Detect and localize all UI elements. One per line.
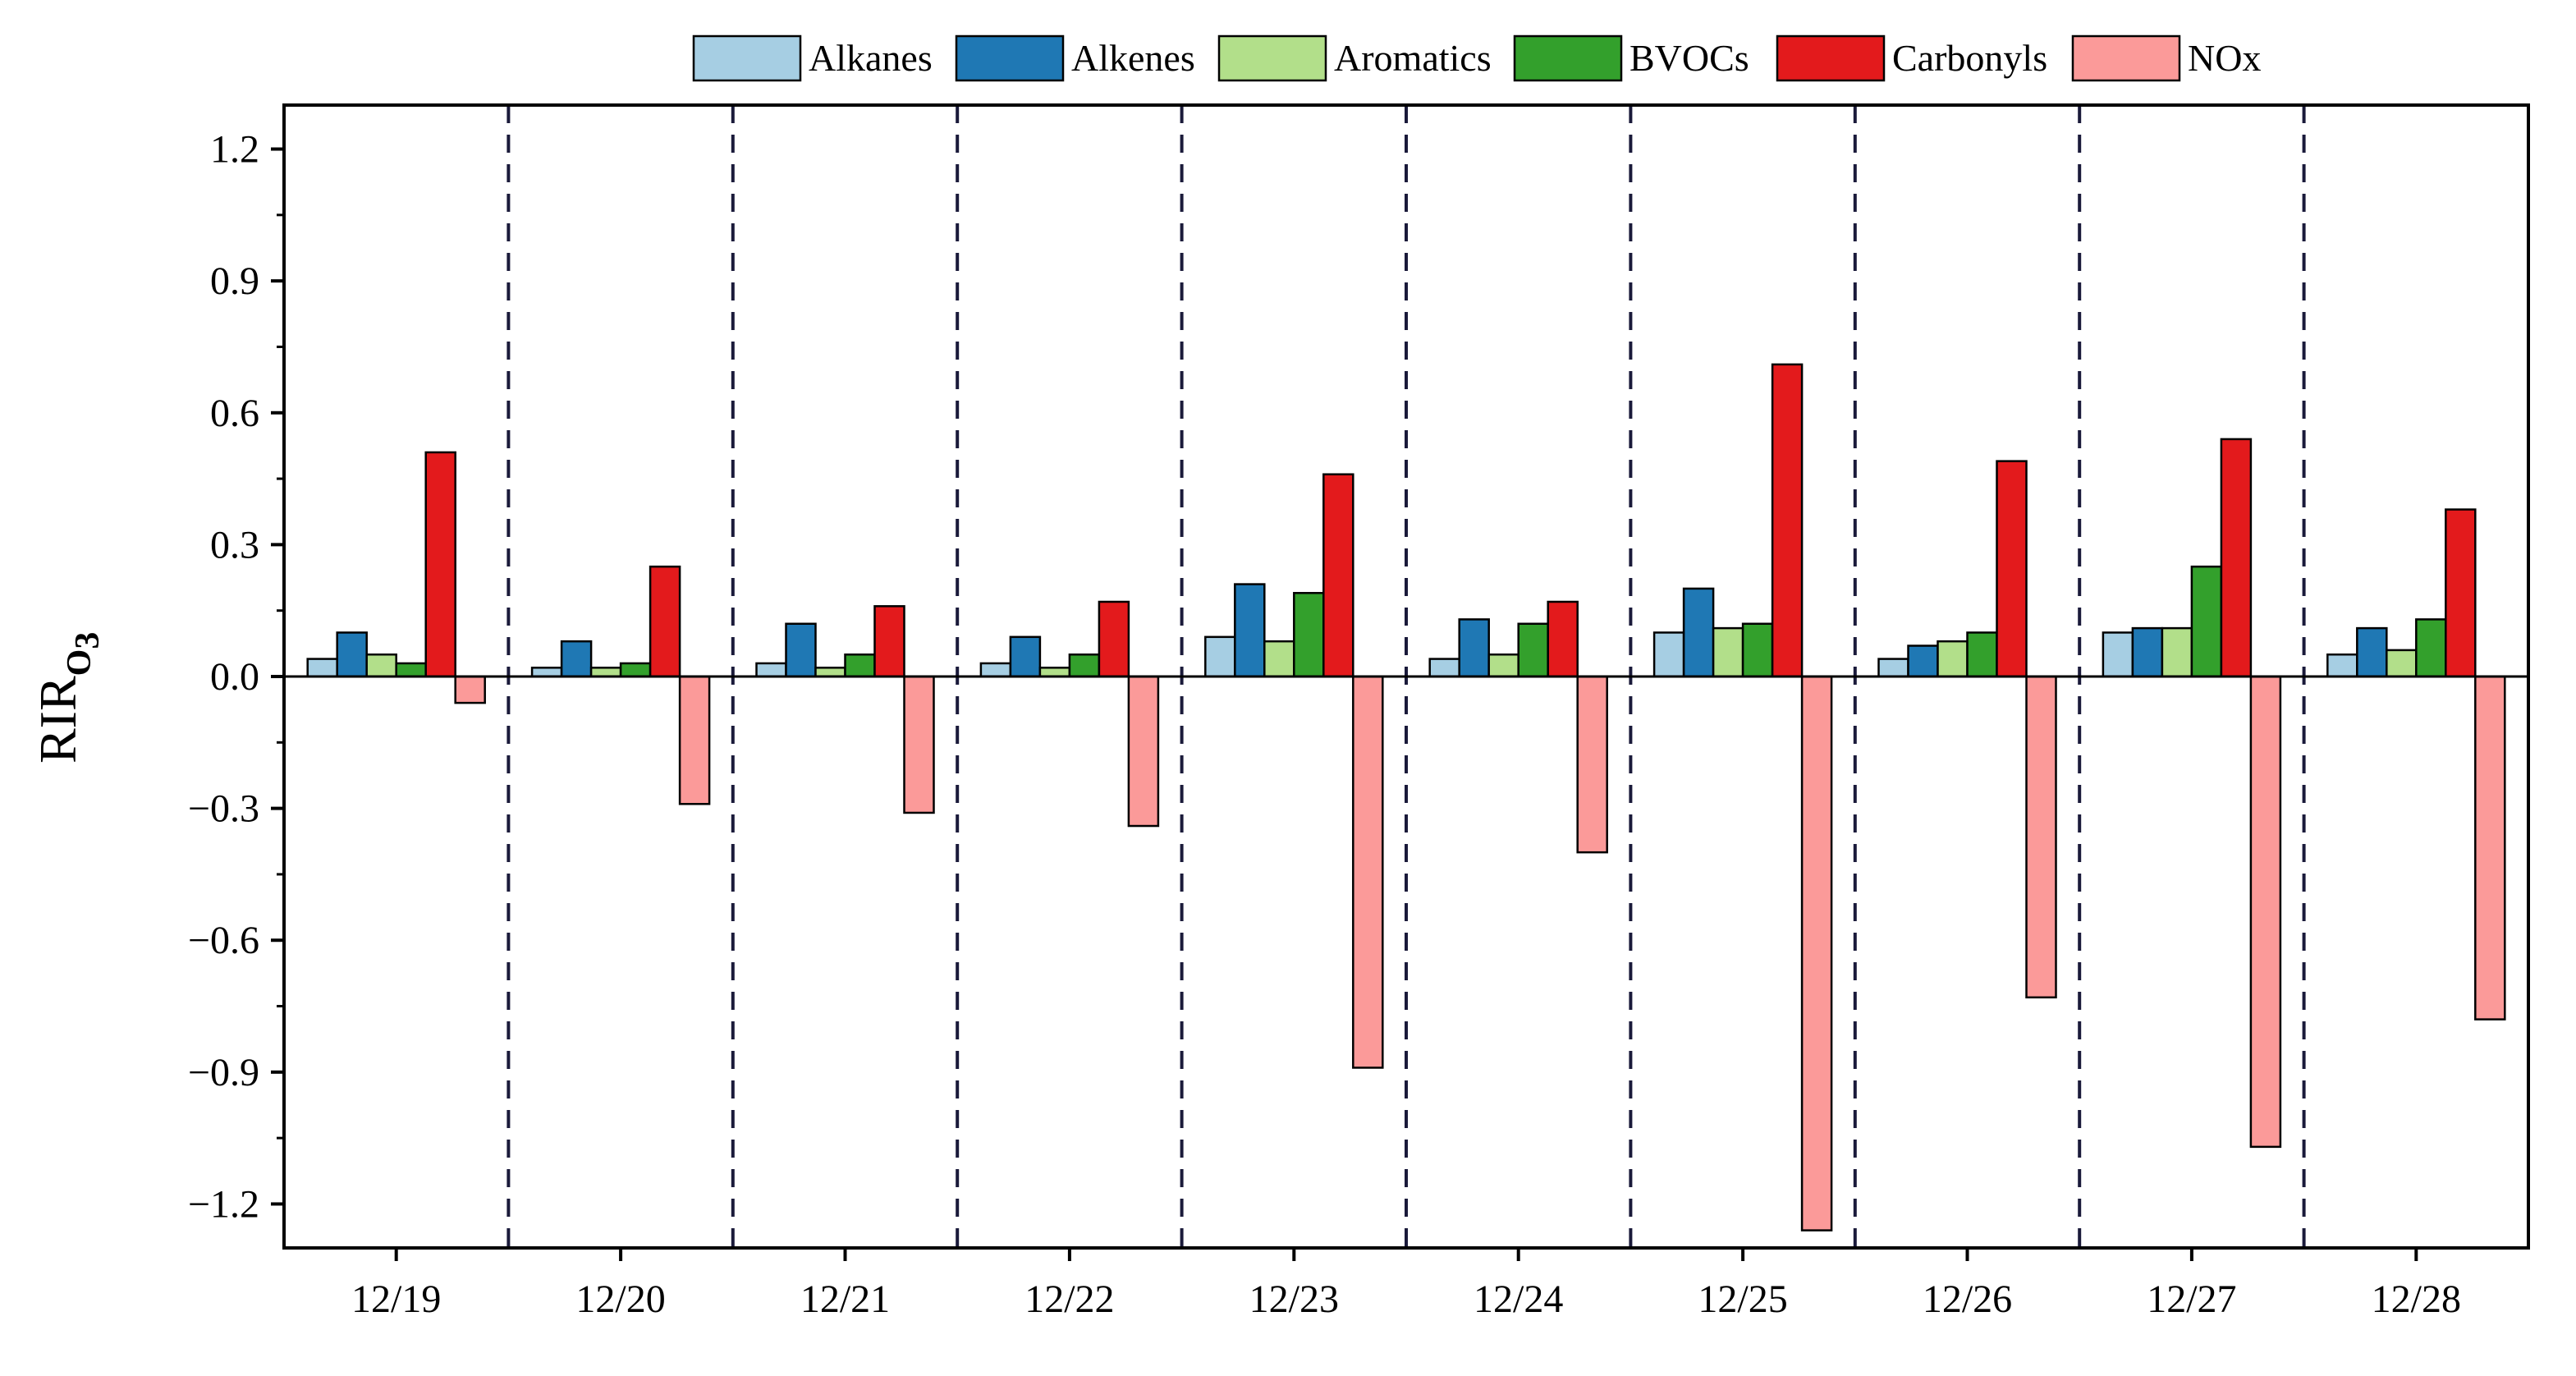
bar-aromatics-12-23	[1263, 640, 1295, 678]
bar-carbonyls-12-26	[1996, 460, 2028, 678]
legend-label-alkenes: Alkenes	[1071, 37, 1195, 79]
bar-carbonyls-12-27	[2220, 438, 2253, 678]
bar-alkenes-12-22	[1009, 635, 1042, 678]
bar-alkenes-12-24	[1458, 618, 1490, 678]
legend-label-nox: NOx	[2188, 37, 2261, 79]
bar-nox-12-28	[2474, 675, 2506, 1021]
x-tick-label: 12/25	[1698, 1277, 1787, 1321]
bar-alkanes-12-26	[1877, 658, 1909, 678]
bar-carbonyls-12-25	[1771, 363, 1804, 678]
bar-bvocs-12-24	[1517, 622, 1549, 678]
legend-label-aromatics: Aromatics	[1334, 37, 1492, 79]
bar-alkanes-12-23	[1204, 635, 1236, 678]
bar-alkanes-12-24	[1428, 658, 1460, 678]
bar-nox-12-20	[678, 675, 711, 805]
x-tick-label: 12/22	[1024, 1277, 1114, 1321]
bar-bvocs-12-26	[1966, 631, 1998, 678]
bar-alkanes-12-19	[306, 658, 338, 678]
bar-aromatics-12-21	[814, 667, 846, 678]
x-tick-label: 12/21	[800, 1277, 890, 1321]
bar-aromatics-12-19	[365, 653, 397, 678]
legend-swatch-bvocs	[1513, 34, 1623, 82]
y-tick-label: 1.2	[210, 128, 259, 172]
bar-bvocs-12-28	[2415, 618, 2447, 678]
x-tick-label: 12/23	[1249, 1277, 1339, 1321]
bar-carbonyls-12-20	[649, 565, 681, 678]
bar-nox-12-23	[1352, 675, 1384, 1069]
legend-swatch-aromatics	[1217, 34, 1327, 82]
bar-aromatics-12-24	[1487, 653, 1519, 678]
bar-carbonyls-12-19	[424, 451, 456, 678]
x-tick-label: 12/26	[1923, 1277, 2012, 1321]
bar-alkenes-12-27	[2131, 626, 2164, 678]
bar-carbonyls-12-22	[1098, 600, 1130, 678]
bar-alkenes-12-26	[1907, 644, 1939, 678]
legend-swatch-nox	[2071, 34, 2181, 82]
bar-alkenes-12-20	[560, 640, 593, 678]
bar-aromatics-12-27	[2161, 626, 2193, 678]
x-tick-label: 12/24	[1474, 1277, 1563, 1321]
bar-nox-12-26	[2025, 675, 2057, 999]
bar-carbonyls-12-28	[2445, 508, 2477, 678]
bar-carbonyls-12-23	[1322, 473, 1354, 678]
bar-aromatics-12-26	[1937, 640, 1969, 678]
y-tick-label: −0.6	[188, 919, 259, 962]
legend-swatch-carbonyls	[1776, 34, 1886, 82]
x-tick-label: 12/19	[351, 1277, 441, 1321]
plot-area: 1.2 0.9 0.6 0.3 0.0 −0.3 −0.6 −0.9 −1.2 12/19 12/2…	[188, 103, 2530, 1321]
bar-bvocs-12-21	[844, 653, 876, 678]
y-tick-label: 0.9	[210, 259, 259, 303]
bar-alkenes-12-23	[1234, 583, 1266, 678]
x-tick-label: 12/27	[2147, 1277, 2236, 1321]
bar-bvocs-12-23	[1293, 592, 1325, 678]
bar-nox-12-24	[1576, 675, 1608, 854]
bar-alkanes-12-20	[530, 667, 563, 678]
bar-aromatics-12-20	[589, 667, 622, 678]
bar-alkanes-12-28	[2326, 653, 2358, 678]
bar-alkenes-12-25	[1682, 587, 1715, 678]
bar-alkanes-12-22	[979, 662, 1012, 678]
bar-nox-12-21	[903, 675, 935, 814]
bar-nox-12-27	[2249, 675, 2282, 1149]
bar-aromatics-12-22	[1038, 667, 1071, 678]
legend-swatch-alkenes	[955, 34, 1065, 82]
bar-carbonyls-12-24	[1547, 600, 1579, 678]
bar-nox-12-25	[1800, 675, 1833, 1232]
bar-nox-12-19	[454, 675, 486, 704]
bar-bvocs-12-20	[619, 662, 652, 678]
y-axis-label-subscript: O	[61, 649, 99, 677]
bar-alkanes-12-27	[2102, 631, 2134, 678]
legend-swatch-alkanes	[692, 34, 802, 82]
legend-label-bvocs: BVOCs	[1629, 37, 1749, 79]
legend-label-carbonyls: Carbonyls	[1892, 37, 2047, 79]
y-axis-label: RIRO3	[29, 632, 107, 764]
y-tick-label: 0.6	[210, 392, 259, 435]
bar-aromatics-12-25	[1712, 626, 1744, 678]
y-tick-label: 0.0	[210, 655, 259, 699]
y-axis-label-main: RIR	[29, 676, 87, 764]
bar-aromatics-12-28	[2386, 649, 2418, 678]
y-axis-label-sub-subscript: 3	[69, 632, 107, 649]
bar-bvocs-12-22	[1068, 653, 1101, 678]
bar-bvocs-12-27	[2190, 565, 2223, 678]
bar-alkenes-12-21	[785, 622, 817, 678]
x-tick-label: 12/20	[575, 1277, 665, 1321]
bar-nox-12-22	[1127, 675, 1160, 828]
y-tick-label: −1.2	[188, 1182, 259, 1226]
y-tick-label: −0.3	[188, 787, 259, 831]
bar-bvocs-12-25	[1741, 622, 1774, 678]
legend: Alkanes Alkenes Aromatics BVOCs Carbonyls NOx	[692, 34, 2261, 82]
bar-alkenes-12-28	[2356, 626, 2388, 678]
bar-carbonyls-12-21	[873, 605, 905, 678]
x-tick-label: 12/28	[2372, 1277, 2461, 1321]
bar-alkanes-12-25	[1652, 631, 1685, 678]
y-tick-label: 0.3	[210, 523, 259, 566]
svg-text:RIRO3: RIRO3	[29, 632, 107, 764]
bar-alkenes-12-19	[336, 631, 368, 678]
bar-alkanes-12-21	[755, 662, 787, 678]
bar-bvocs-12-19	[395, 662, 427, 678]
legend-label-alkanes: Alkanes	[809, 37, 933, 79]
y-tick-label: −0.9	[188, 1051, 259, 1094]
